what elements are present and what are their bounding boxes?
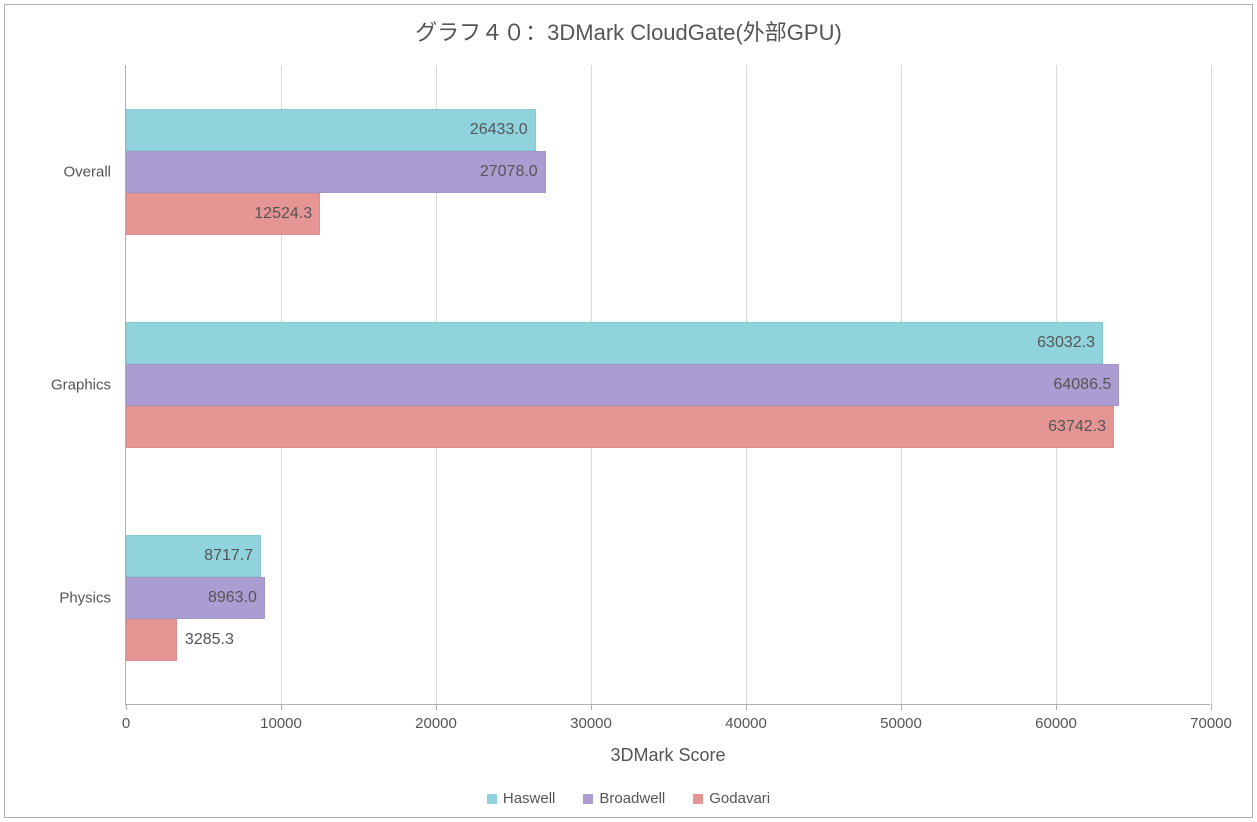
x-tick-label: 20000: [415, 715, 457, 732]
x-tick-label: 0: [122, 715, 130, 732]
chart-title: グラフ４０：3DMark CloudGate(外部GPU): [5, 15, 1252, 47]
x-tick-label: 50000: [880, 715, 922, 732]
x-tick-label: 30000: [570, 715, 612, 732]
legend-label: Broadwell: [599, 790, 665, 807]
x-axis-title: 3DMark Score: [126, 745, 1210, 766]
legend-swatch: [693, 794, 703, 804]
bar: [126, 406, 1114, 448]
y-tick-label: Overall: [63, 163, 111, 180]
x-tick: [1056, 704, 1057, 710]
plot-area: 3DMark Score 010000200003000040000500006…: [125, 65, 1210, 705]
x-tick-label: 40000: [725, 715, 767, 732]
bar-value-label: 8717.7: [204, 547, 253, 565]
legend-label: Godavari: [709, 790, 770, 807]
legend-item: Godavari: [693, 790, 770, 807]
bar-value-label: 63742.3: [1048, 418, 1106, 436]
x-tick: [746, 704, 747, 710]
x-tick: [591, 704, 592, 710]
x-tick: [1211, 704, 1212, 710]
bar-value-label: 27078.0: [480, 163, 538, 181]
legend: Haswell Broadwell Godavari: [5, 790, 1252, 807]
x-tick-label: 10000: [260, 715, 302, 732]
legend-label: Haswell: [503, 790, 556, 807]
x-tick: [126, 704, 127, 710]
x-tick: [436, 704, 437, 710]
bar-value-label: 26433.0: [470, 121, 528, 139]
bar-value-label: 12524.3: [254, 205, 312, 223]
legend-swatch: [487, 794, 497, 804]
legend-item: Broadwell: [583, 790, 665, 807]
y-tick-label: Physics: [59, 590, 111, 607]
x-tick-label: 70000: [1190, 715, 1232, 732]
y-tick-label: Graphics: [51, 377, 111, 394]
legend-item: Haswell: [487, 790, 556, 807]
x-tick-label: 60000: [1035, 715, 1077, 732]
x-tick: [281, 704, 282, 710]
gridline: [1211, 65, 1212, 704]
chart-container: グラフ４０：3DMark CloudGate(外部GPU) 3DMark Sco…: [4, 4, 1253, 818]
bar-value-label: 63032.3: [1037, 334, 1095, 352]
bar: [126, 364, 1119, 406]
bar-value-label: 64086.5: [1053, 376, 1111, 394]
legend-swatch: [583, 794, 593, 804]
bar-value-label: 8963.0: [208, 589, 257, 607]
bar-value-label: 3285.3: [185, 631, 234, 649]
bar: [126, 322, 1103, 364]
bar: [126, 619, 177, 661]
x-tick: [901, 704, 902, 710]
